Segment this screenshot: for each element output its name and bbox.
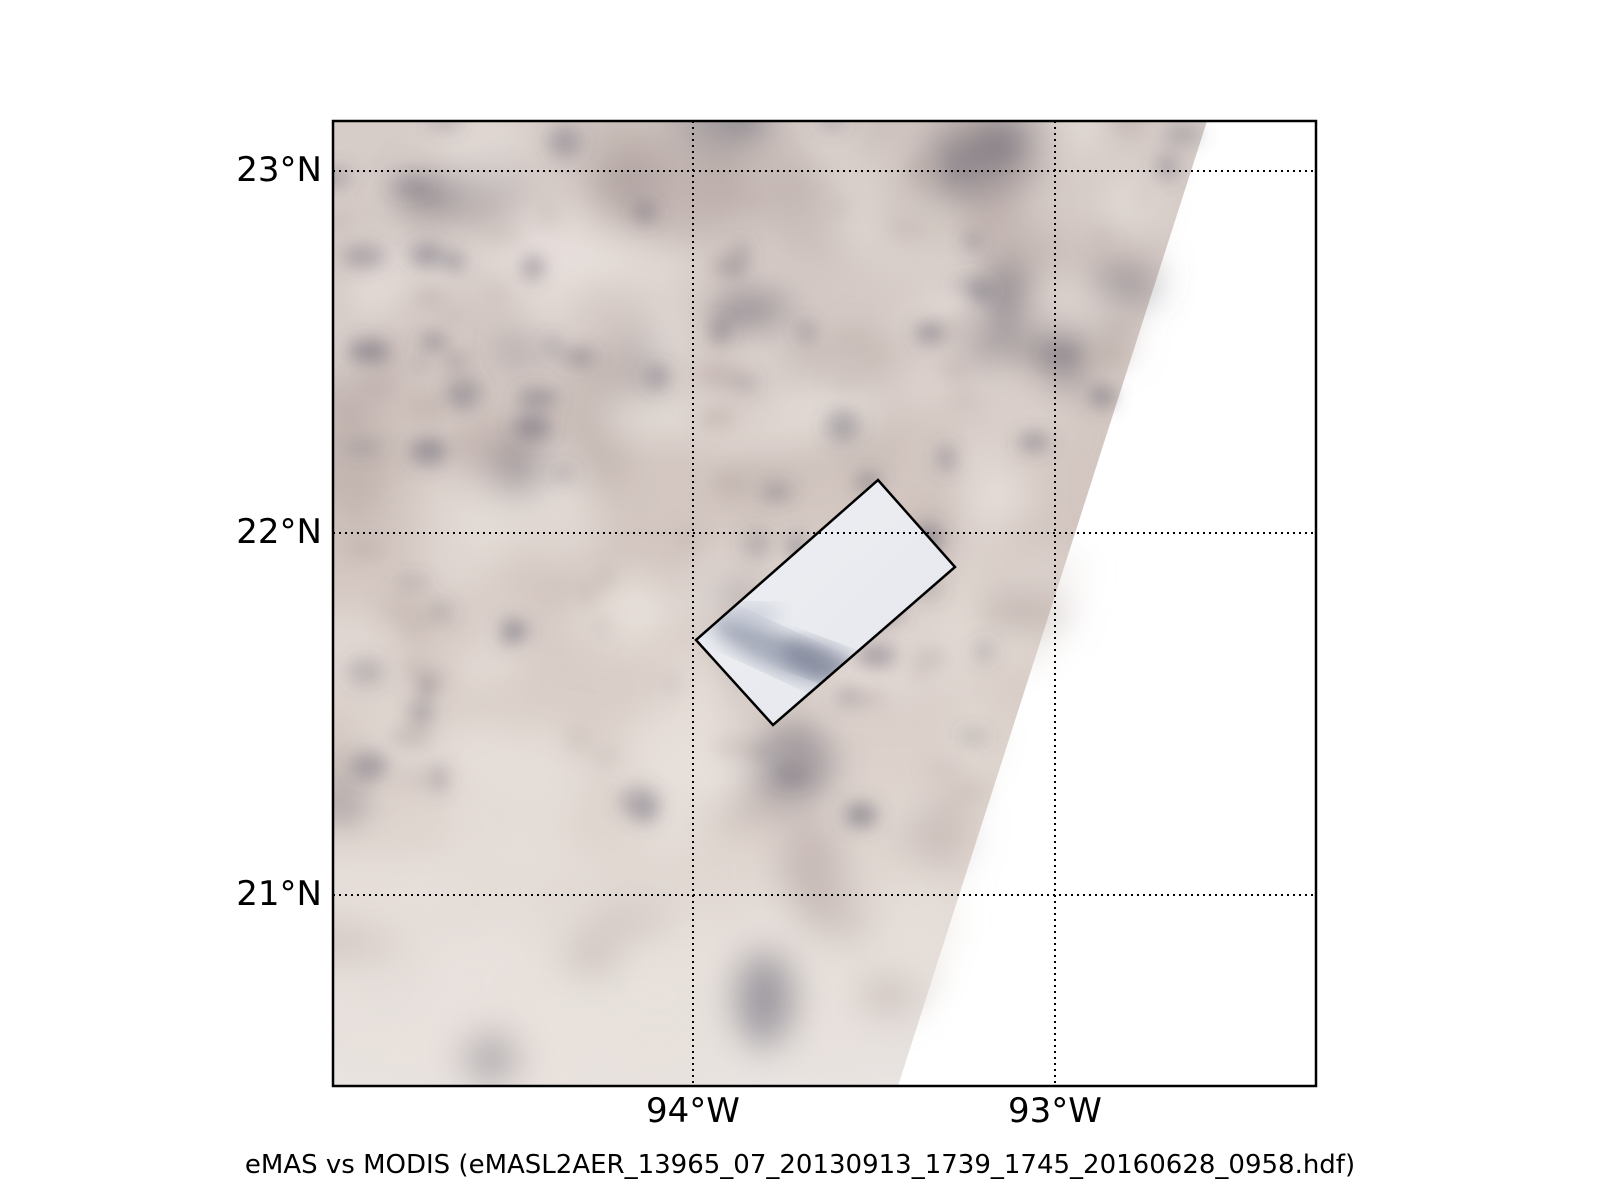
lat-label-23n: 23°N <box>236 150 322 190</box>
map-frame <box>331 119 1318 1088</box>
lon-label-94w: 94°W <box>646 1091 740 1131</box>
lat-label-22n: 22°N <box>236 512 322 552</box>
lat-label-21n: 21°N <box>236 874 322 914</box>
emas-footprint-outline <box>694 478 957 727</box>
figure-caption: eMAS vs MODIS (eMASL2AER_13965_07_201309… <box>244 1150 1356 1180</box>
lon-label-93w: 93°W <box>1008 1091 1102 1131</box>
emas-footprint <box>694 478 957 727</box>
gridlines <box>333 121 1316 1086</box>
